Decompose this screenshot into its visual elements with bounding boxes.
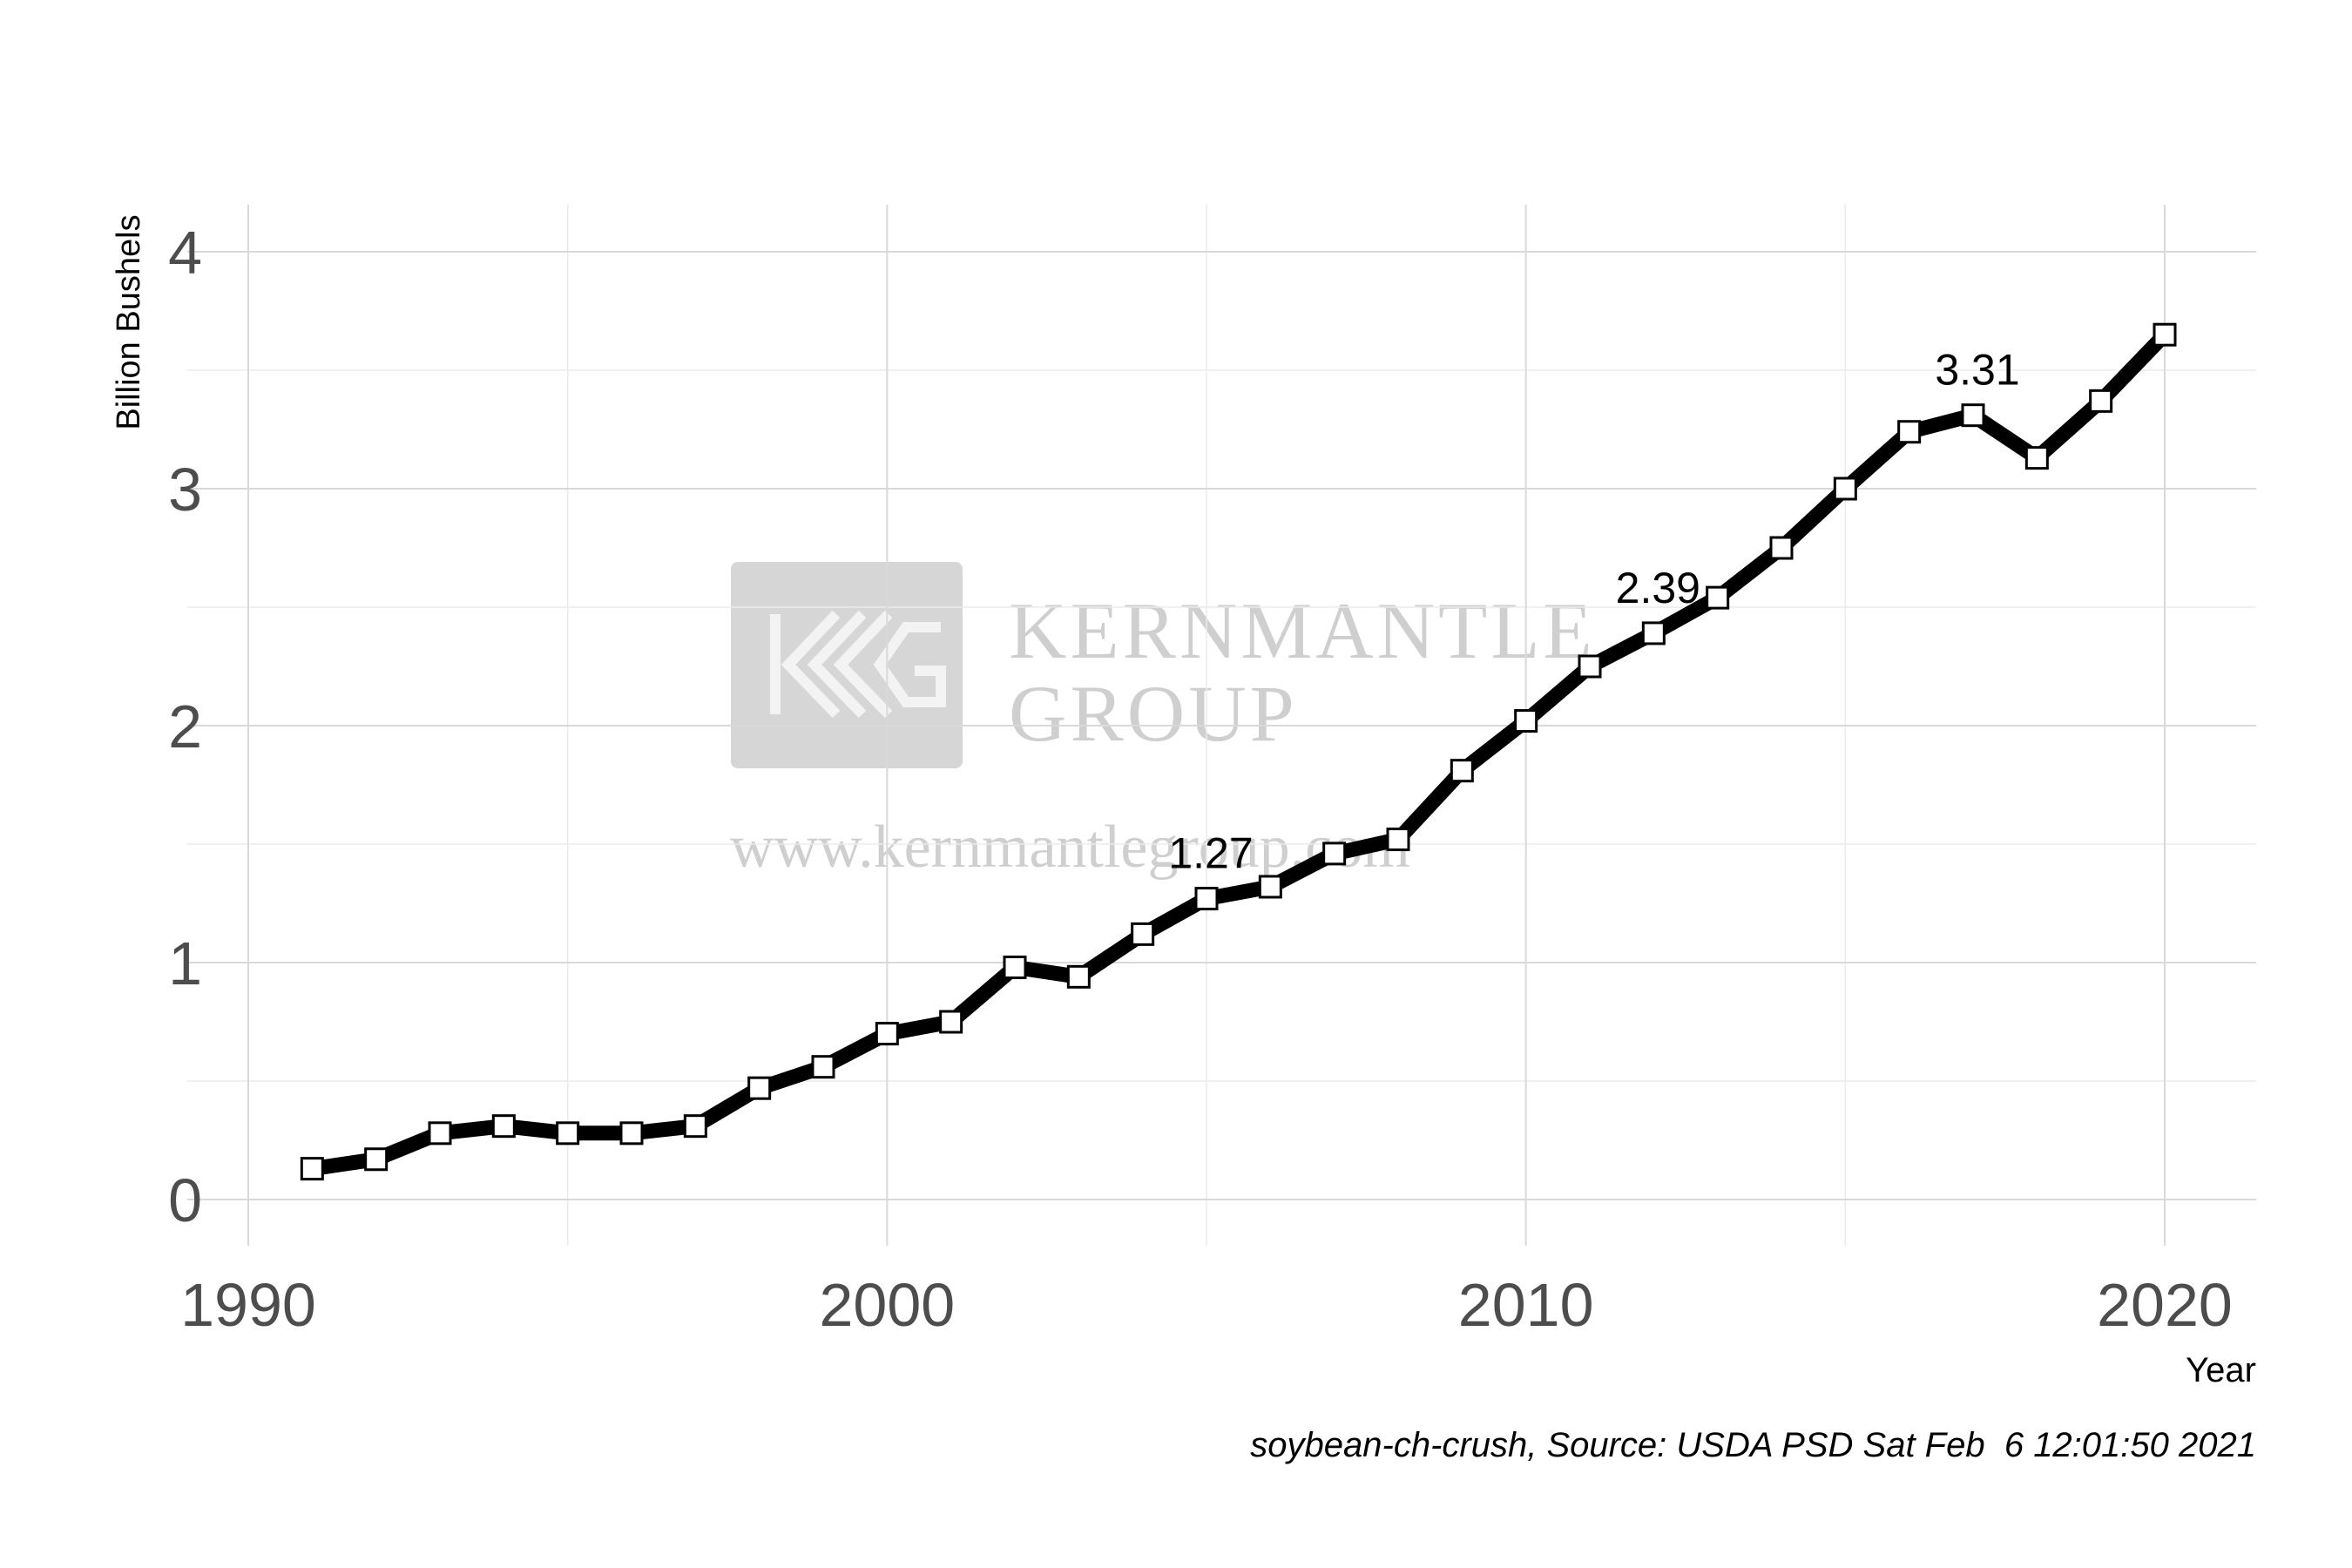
data-point [1258,875,1282,899]
data-point [1897,420,1922,444]
data-point [1386,828,1410,852]
y-tick-label: 2 [168,693,202,760]
data-label: 1.27 [1168,829,1253,878]
y-tick-label: 1 [168,929,202,997]
data-point [683,1114,707,1139]
data-point [619,1121,644,1146]
data-point [1961,403,1985,428]
data-point [1003,955,1027,979]
data-label: 2.39 [1616,564,1700,612]
data-point [491,1114,516,1139]
watermark-logo-mark [770,610,946,719]
x-tick-label: 2010 [1458,1271,1594,1339]
data-point [300,1157,324,1181]
data-point [1194,887,1219,911]
data-point [875,1022,899,1046]
annotations: 1.27 2.39 3.31 [1168,346,2019,878]
watermark-line1: KERNMANTLE [1009,586,1596,675]
tick-labels: 1990 2000 2010 2020 0 1 2 3 4 [168,219,2233,1339]
data-point [811,1055,835,1079]
x-tick-label: 2020 [2097,1271,2233,1339]
data-point [428,1121,452,1146]
data-point [1322,841,1347,866]
data-point [2089,389,2113,413]
data-point [2024,446,2049,470]
x-axis-title: Year [2186,1351,2256,1389]
series [300,322,2177,1181]
data-point [1450,759,1474,783]
data-point [364,1147,389,1172]
y-tick-label: 0 [168,1166,202,1234]
grid [187,205,2256,1246]
y-tick-label: 3 [168,456,202,524]
data-point [939,1010,963,1034]
data-point [747,1076,772,1100]
data-point [1769,536,1794,560]
data-point [1066,964,1091,989]
data-point [1131,922,1155,946]
data-point [2153,322,2177,347]
y-tick-label: 4 [168,219,202,287]
data-point [1706,585,1730,610]
data-point [1641,621,1666,645]
data-point [556,1121,580,1146]
chart-caption: soybean-ch-crush, Source: USDA PSD Sat F… [1250,1426,2256,1464]
data-point [1578,654,1602,679]
watermark: KERNMANTLE GROUP www.kernmantlegroup.com [730,562,1596,881]
y-axis-title: Billion Bushels [111,214,147,429]
x-tick-label: 2000 [819,1271,955,1339]
data-point [1833,476,1857,501]
watermark-line2: GROUP [1009,669,1298,758]
x-tick-label: 1990 [180,1271,316,1339]
data-point [1514,709,1538,733]
data-label: 3.31 [1935,346,2019,395]
